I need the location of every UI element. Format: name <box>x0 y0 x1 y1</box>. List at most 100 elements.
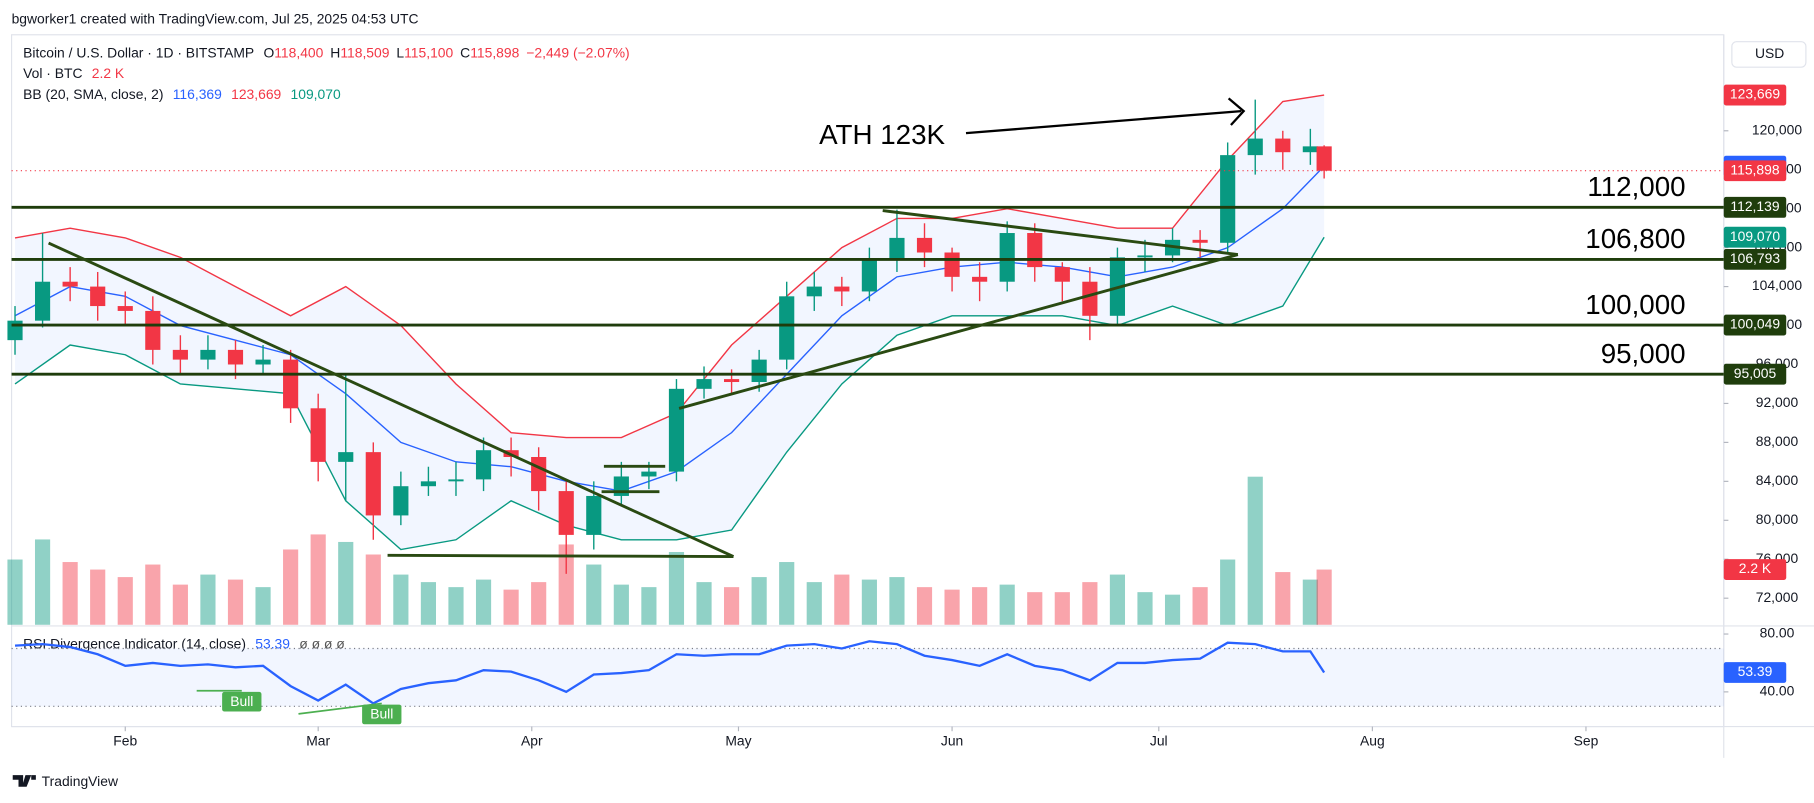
rsi-tick-label: 80.00 <box>1760 625 1795 641</box>
candle-body <box>145 310 161 350</box>
volume-bar <box>751 577 767 625</box>
price-badge-label: 115,898 <box>1730 161 1779 177</box>
volume-bar <box>779 562 795 625</box>
candle-body <box>255 359 271 365</box>
axis-layer: 72,00076,00080,00084,00088,00092,00096,0… <box>113 84 1802 748</box>
price-badge <box>1723 559 1787 580</box>
volume-bar <box>1109 574 1126 625</box>
price-badge <box>1723 662 1787 683</box>
signal-box <box>362 704 402 725</box>
divergence-marks: Bull Bull <box>196 689 402 725</box>
signal: Bull <box>370 706 393 722</box>
volume-bar <box>1054 592 1070 625</box>
arrow-head <box>1227 97 1246 126</box>
level-text: 100,000 <box>1585 289 1685 320</box>
plot: 112,000 106,800 100,000 95,000 <box>7 94 1724 707</box>
candle-body <box>1192 239 1208 243</box>
candle-body <box>641 471 657 477</box>
currency-button[interactable] <box>1731 41 1807 68</box>
bb-fill <box>15 95 1325 550</box>
candle-body <box>117 306 133 311</box>
legend-symbol: Bitcoin / U.S. Dollar · 1D · BITSTAMP O11… <box>23 44 630 60</box>
y-tick-label: 120,000 <box>1752 121 1802 137</box>
volume-bar <box>227 579 244 625</box>
legend: Bitcoin / U.S. Dollar · 1D · BITSTAMP O11… <box>23 44 630 651</box>
candle-body <box>1302 146 1318 153</box>
y-tick-label: 80,000 <box>1756 511 1799 527</box>
candle-body <box>62 281 78 287</box>
candle-body <box>889 237 905 260</box>
candle-body <box>338 452 354 462</box>
candle-body <box>1082 281 1098 316</box>
volume-bar <box>7 559 23 625</box>
volume-bar <box>34 539 51 625</box>
volume-bar <box>1164 594 1181 625</box>
candle-body <box>972 276 988 282</box>
x-tick-label: Apr <box>521 732 543 748</box>
volume-bar <box>503 589 519 625</box>
x-tick-label: Mar <box>306 732 330 748</box>
volume-bar <box>255 587 271 625</box>
rsi-band <box>11 648 1724 707</box>
candle-body <box>420 481 437 487</box>
volume-bar <box>420 582 437 625</box>
volume-bar <box>558 544 574 625</box>
level-text: 112,000 <box>1587 171 1685 202</box>
candle-body <box>283 359 299 409</box>
volume-bar <box>90 569 106 625</box>
y-tick-label: 72,000 <box>1756 589 1799 605</box>
candle-body <box>916 237 933 253</box>
volume-bar <box>889 577 905 625</box>
volume-bar <box>310 534 326 625</box>
trendline <box>47 241 735 558</box>
x-tick-label: Sep <box>1574 732 1599 748</box>
candle-body <box>1247 138 1263 156</box>
volume-bar <box>972 587 988 625</box>
y-tick-label: 84,000 <box>1756 472 1799 488</box>
volume-bar <box>806 582 822 625</box>
logo: TradingView <box>12 773 119 789</box>
volume-bar <box>338 541 354 625</box>
annotation: ATH 123K <box>819 119 945 150</box>
candle-body <box>558 491 574 535</box>
candle-body <box>90 286 106 307</box>
candle-body <box>227 349 244 365</box>
price-badge-label: 53.39 <box>1738 663 1773 679</box>
logo-mark <box>12 775 36 787</box>
caption: bgworker1 created with TradingView.com, … <box>12 10 419 26</box>
volume-bar <box>586 564 602 625</box>
candle-body <box>834 286 850 292</box>
x-tick-label: May <box>725 732 751 748</box>
candle-body <box>310 408 326 462</box>
candle-body <box>861 259 877 292</box>
legend-volume: Vol · BTC 2.2 K <box>23 65 125 81</box>
candle-body <box>1054 267 1070 282</box>
price-badge <box>1723 84 1787 106</box>
candle-body <box>7 320 23 341</box>
volume-bar <box>1275 572 1291 625</box>
price-badge-label: 112,139 <box>1730 198 1779 214</box>
volume-bar <box>365 554 381 625</box>
legend-bb: BB (20, SMA, close, 2) 116,369 123,669 109,… <box>23 86 341 102</box>
candle-body <box>668 388 685 472</box>
volume-bar <box>1220 559 1236 625</box>
volume-bar <box>531 582 547 625</box>
candle-body <box>475 450 492 480</box>
candle-body <box>1316 146 1332 171</box>
x-tick-label: Feb <box>113 732 137 748</box>
price-badge-label: 100,049 <box>1730 316 1780 332</box>
y-tick-label: 88,000 <box>1756 433 1799 449</box>
y-tick-label: 92,000 <box>1756 394 1799 410</box>
candle-body <box>365 452 381 516</box>
candle-body <box>200 349 216 360</box>
candle-body <box>448 479 464 482</box>
volume-bar <box>1302 579 1318 625</box>
volume-bar <box>834 574 850 625</box>
candle-body <box>172 349 188 360</box>
volume-bar <box>861 579 877 625</box>
candle-body <box>1027 233 1043 268</box>
signal-box <box>222 691 262 712</box>
volume-bar <box>641 587 657 625</box>
